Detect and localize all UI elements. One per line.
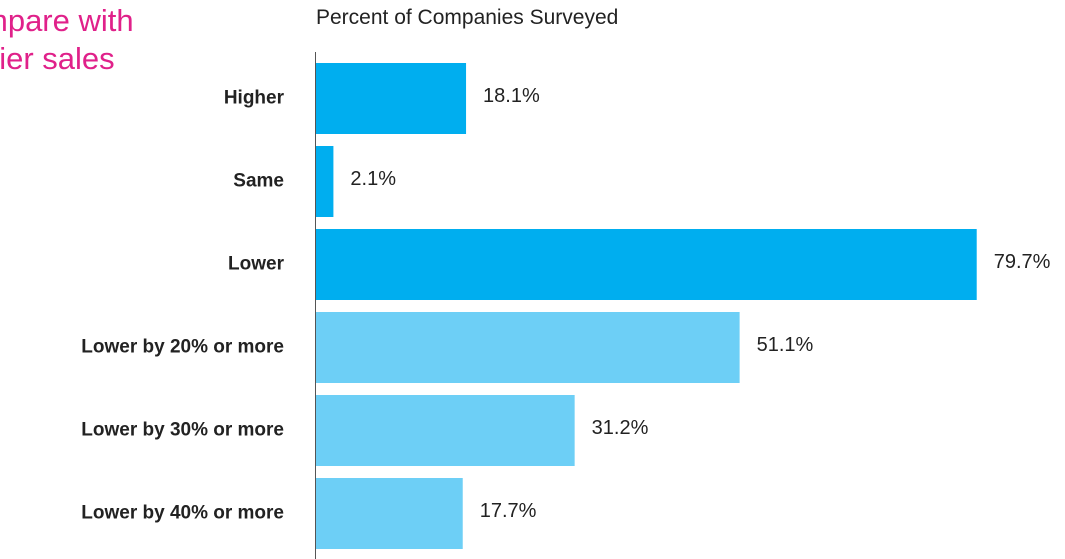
side-title: mpare with rlier sales bbox=[0, 2, 134, 78]
chart-title: Percent of Companies Surveyed bbox=[316, 6, 619, 29]
value-label-lower-by-20-or-more: 51.1% bbox=[757, 334, 814, 356]
category-label-lower-by-40-or-more: Lower by 40% or more bbox=[81, 503, 284, 524]
value-label-lower: 79.7% bbox=[994, 251, 1051, 273]
value-label-higher: 18.1% bbox=[483, 85, 540, 107]
category-label-lower-by-30-or-more: Lower by 30% or more bbox=[81, 420, 284, 441]
category-label-lower: Lower bbox=[228, 254, 285, 275]
side-title-line-2: rlier sales bbox=[0, 41, 115, 76]
value-labels-group: 18.1% 2.1% 79.7% 51.1% 31.2% 17.7% bbox=[350, 85, 1050, 522]
bar-same bbox=[316, 146, 334, 217]
bar-lower-by-20-or-more bbox=[316, 312, 740, 383]
bar-lower-by-30-or-more bbox=[316, 395, 575, 466]
category-label-higher: Higher bbox=[224, 88, 285, 109]
category-label-lower-by-20-or-more: Lower by 20% or more bbox=[81, 337, 284, 358]
bar-lower bbox=[316, 229, 977, 300]
bars-group bbox=[316, 63, 977, 549]
bar-higher bbox=[316, 63, 467, 134]
value-label-same: 2.1% bbox=[350, 168, 396, 190]
side-title-line-1: mpare with bbox=[0, 3, 134, 38]
value-label-lower-by-40-or-more: 17.7% bbox=[480, 500, 537, 522]
category-label-same: Same bbox=[233, 171, 284, 192]
value-label-lower-by-30-or-more: 31.2% bbox=[592, 417, 649, 439]
bar-lower-by-40-or-more bbox=[316, 478, 463, 549]
category-labels-group: Higher Same Lower Lower by 20% or more Lower… bbox=[81, 88, 284, 524]
